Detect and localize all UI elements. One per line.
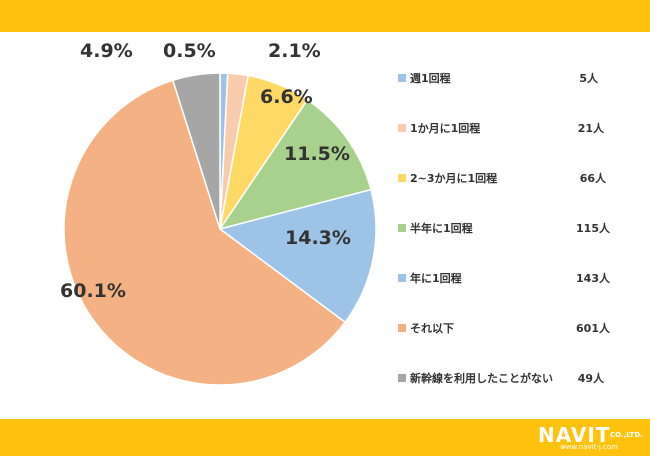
pie-percent-label: 14.3%	[285, 227, 351, 249]
pie-slice	[218, 188, 377, 324]
legend-item: 年に1回程 143人	[398, 270, 618, 286]
legend-count: 49人	[577, 372, 604, 385]
legend-item: 週1回程 5人	[398, 70, 618, 86]
pie-percent-label: 4.9%	[80, 40, 133, 62]
legend-swatch	[398, 374, 406, 382]
pie-percent-label: 6.6%	[260, 86, 313, 108]
pie-percent-label: 60.1%	[60, 280, 126, 302]
legend-swatch	[398, 274, 406, 282]
pie-chart: 2.1% 6.6% 11.5% 14.3% 60.1% 4.9% 0.5%	[60, 40, 377, 386]
pie-slice	[63, 79, 347, 386]
legend-swatch	[398, 74, 406, 82]
legend-label: 新幹線を利用したことがない	[410, 372, 553, 385]
bottom-band	[0, 419, 650, 456]
pie-percent-label: 2.1%	[268, 40, 321, 62]
legend-label: 週1回程	[410, 72, 451, 85]
legend-swatch	[398, 224, 406, 232]
legend-item: 新幹線を利用したことがない 49人	[398, 370, 618, 386]
pie-slice	[171, 72, 221, 230]
legend-count: 115人	[576, 222, 610, 235]
pie-percent-label: 11.5%	[284, 143, 350, 165]
legend-swatch	[398, 174, 406, 182]
legend-count: 143人	[576, 272, 610, 285]
pie-percent-labels: 2.1% 6.6% 11.5% 14.3% 60.1% 4.9% 0.5%	[60, 40, 351, 302]
legend-count: 5人	[579, 72, 598, 85]
legend-count: 21人	[577, 122, 604, 135]
legend-label: それ以下	[410, 322, 454, 335]
company-logo: NAVIT CO.,LTD. www.navit-j.com	[538, 423, 646, 453]
legend-label: 2~3か月に1回程	[410, 172, 498, 185]
logo-url: www.navit-j.com	[560, 443, 618, 451]
legend-count: 601人	[576, 322, 610, 335]
legend-label: 半年に1回程	[410, 222, 473, 235]
logo-wordmark: NAVIT	[538, 423, 611, 447]
top-band	[0, 0, 650, 32]
pie-percent-label: 0.5%	[163, 40, 216, 62]
legend-label: 1か月に1回程	[410, 122, 481, 135]
legend-swatch	[398, 124, 406, 132]
legend-item: それ以下 601人	[398, 320, 618, 336]
legend-label: 年に1回程	[410, 272, 462, 285]
legend-count: 66人	[579, 172, 606, 185]
logo-suffix: CO.,LTD.	[610, 431, 643, 439]
legend-item: 半年に1回程 115人	[398, 220, 618, 236]
pie-slice	[218, 98, 372, 231]
legend-item: 2~3か月に1回程 66人	[398, 170, 618, 186]
legend-item: 1か月に1回程 21人	[398, 120, 618, 136]
pie-slices	[63, 72, 377, 386]
legend-swatch	[398, 324, 406, 332]
